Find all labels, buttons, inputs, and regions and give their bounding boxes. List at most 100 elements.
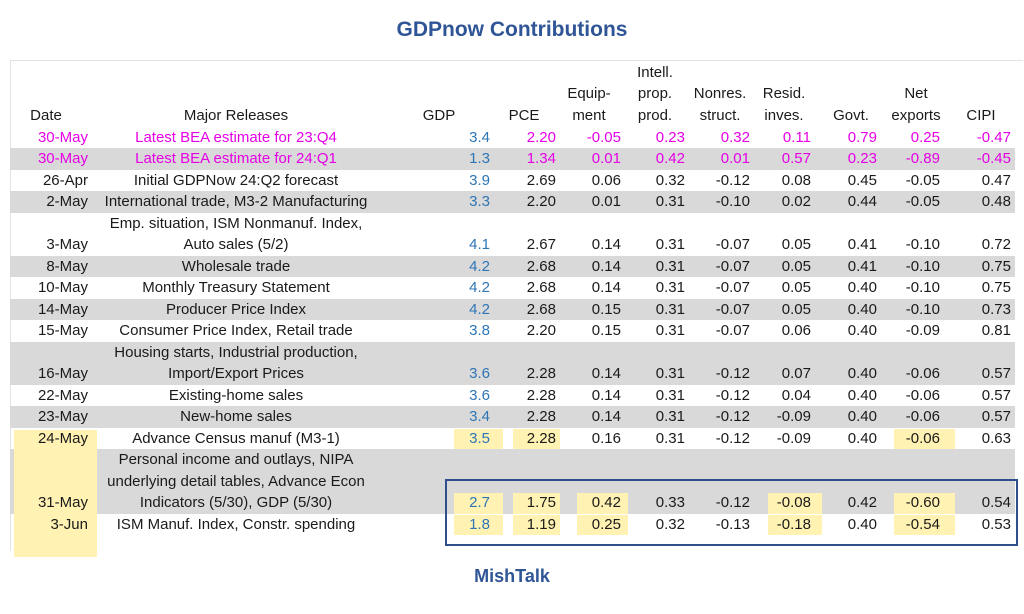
cell-date: 22-May — [37, 386, 88, 404]
cell-date: 23-May — [37, 408, 88, 425]
cell-netx: -0.54 — [905, 515, 940, 533]
cell-gdp: 3.5 — [469, 429, 490, 447]
cell-netx: -0.10 — [905, 279, 940, 296]
cell-govt: 0.40 — [847, 515, 877, 533]
cell-nonres: -0.07 — [715, 300, 750, 318]
header-pce: PCE — [508, 106, 540, 124]
cell-govt: 0.41 — [847, 257, 877, 275]
cell-date: 30-May — [37, 128, 88, 146]
cell-nonres: -0.13 — [715, 515, 750, 533]
header-equip-line-2: ment — [572, 106, 606, 124]
cell-nonres: -0.12 — [715, 171, 750, 189]
cell-intell: 0.31 — [655, 300, 685, 318]
cell-cipi: 0.48 — [981, 193, 1011, 210]
cell-cipi: 0.57 — [981, 365, 1011, 382]
header-resid-line-1: Resid. — [762, 85, 806, 102]
cell-equip: 0.15 — [591, 322, 621, 339]
cell-equip: 0.25 — [591, 515, 621, 533]
cell-cipi: 0.72 — [981, 236, 1011, 253]
cell-resid: 0.08 — [781, 171, 811, 189]
cell-cipi: -0.45 — [976, 150, 1011, 167]
cell-netx: -0.09 — [905, 322, 940, 339]
header-equip-line-1: Equip- — [567, 85, 611, 102]
cell-pce: 2.28 — [526, 386, 556, 404]
cell-netx: -0.06 — [905, 386, 940, 404]
cell-gdp: 3.6 — [469, 365, 490, 382]
cell-date: 31-May — [37, 494, 88, 511]
cell-gdp: 4.2 — [469, 279, 490, 296]
cell-pce: 2.20 — [526, 128, 556, 146]
cell-nonres: -0.07 — [715, 279, 750, 296]
cell-gdp: 4.2 — [469, 257, 490, 275]
cell-equip: 0.01 — [591, 193, 621, 210]
cell-govt: 0.79 — [847, 128, 877, 146]
header-govt: Govt. — [833, 106, 869, 124]
cell-date: 8-May — [46, 257, 88, 275]
cell-intell: 0.31 — [655, 236, 685, 253]
cell-pce: 1.19 — [526, 515, 556, 533]
cell-highlight-equip — [577, 514, 628, 535]
header-nonres-line-2: struct. — [699, 106, 741, 124]
cell-highlight-gdp — [454, 428, 503, 449]
cell-equip: 0.42 — [591, 494, 621, 511]
cell-nonres: -0.12 — [715, 386, 750, 404]
cell-release: Auto sales (5/2) — [183, 236, 289, 253]
cell-pce: 2.28 — [526, 365, 556, 382]
cell-nonres: -0.12 — [715, 494, 750, 511]
cell-date: 3-Jun — [50, 515, 88, 533]
cell-gdp: 4.2 — [469, 300, 490, 318]
cell-intell: 0.32 — [655, 171, 685, 189]
header-date: Date — [30, 106, 62, 124]
cell-equip: 0.14 — [591, 408, 621, 425]
cell-pce: 2.67 — [526, 236, 556, 253]
cell-pce: 2.28 — [526, 429, 556, 447]
cell-equip: 0.14 — [591, 236, 621, 253]
cell-intell: 0.31 — [655, 365, 685, 382]
header-intell-line-3: prod. — [637, 106, 673, 124]
cell-pce: 2.20 — [526, 322, 556, 339]
cell-pce: 2.69 — [526, 171, 556, 189]
cell-equip: 0.16 — [591, 429, 621, 447]
cell-release: Import/Export Prices — [168, 365, 304, 382]
cell-nonres: -0.07 — [715, 236, 750, 253]
cell-netx: -0.05 — [905, 171, 940, 189]
cell-release: Initial GDPNow 24:Q2 forecast — [133, 171, 339, 189]
cell-govt: 0.40 — [847, 300, 877, 318]
cell-highlight-netx — [894, 514, 955, 535]
cell-release: Wholesale trade — [181, 257, 291, 275]
chart-title: GDPnow Contributions — [396, 18, 628, 41]
cell-release: Monthly Treasury Statement — [142, 279, 330, 296]
cell-highlight-pce — [513, 428, 560, 449]
cell-cipi: 0.54 — [981, 494, 1011, 511]
cell-gdp: 3.3 — [469, 193, 490, 210]
header-intell-line-1: Intell. — [637, 63, 673, 81]
cell-gdp: 2.7 — [469, 494, 490, 511]
cell-date: 24-May — [37, 429, 88, 447]
date-highlight — [14, 513, 97, 557]
cell-highlight-gdp — [454, 514, 503, 535]
cell-gdp: 1.3 — [469, 150, 490, 167]
cell-resid: 0.04 — [781, 386, 811, 404]
cell-intell: 0.42 — [655, 150, 685, 167]
cell-resid: 0.07 — [781, 365, 811, 382]
cell-highlight-pce — [513, 493, 560, 514]
cell-equip: 0.14 — [591, 365, 621, 382]
cell-intell: 0.31 — [655, 322, 685, 339]
cell-nonres: 0.32 — [720, 128, 750, 146]
cell-cipi: 0.47 — [981, 171, 1011, 189]
cell-resid: -0.08 — [776, 494, 811, 511]
cell-netx: -0.10 — [905, 236, 940, 253]
cell-govt: 0.40 — [847, 429, 877, 447]
cell-equip: 0.06 — [591, 171, 621, 189]
cell-cipi: 0.57 — [981, 408, 1011, 425]
cell-release: Advance Census manuf (M3-1) — [132, 429, 340, 447]
cell-gdp: 3.4 — [469, 128, 490, 146]
table-row — [10, 341, 1015, 385]
cell-date: 16-May — [37, 365, 88, 382]
cell-resid: -0.09 — [776, 408, 811, 425]
cell-pce: 1.75 — [526, 494, 556, 511]
cell-govt: 0.41 — [847, 236, 877, 253]
cell-nonres: -0.12 — [715, 429, 750, 447]
table-row — [10, 406, 1015, 428]
cell-cipi: -0.47 — [976, 128, 1011, 146]
